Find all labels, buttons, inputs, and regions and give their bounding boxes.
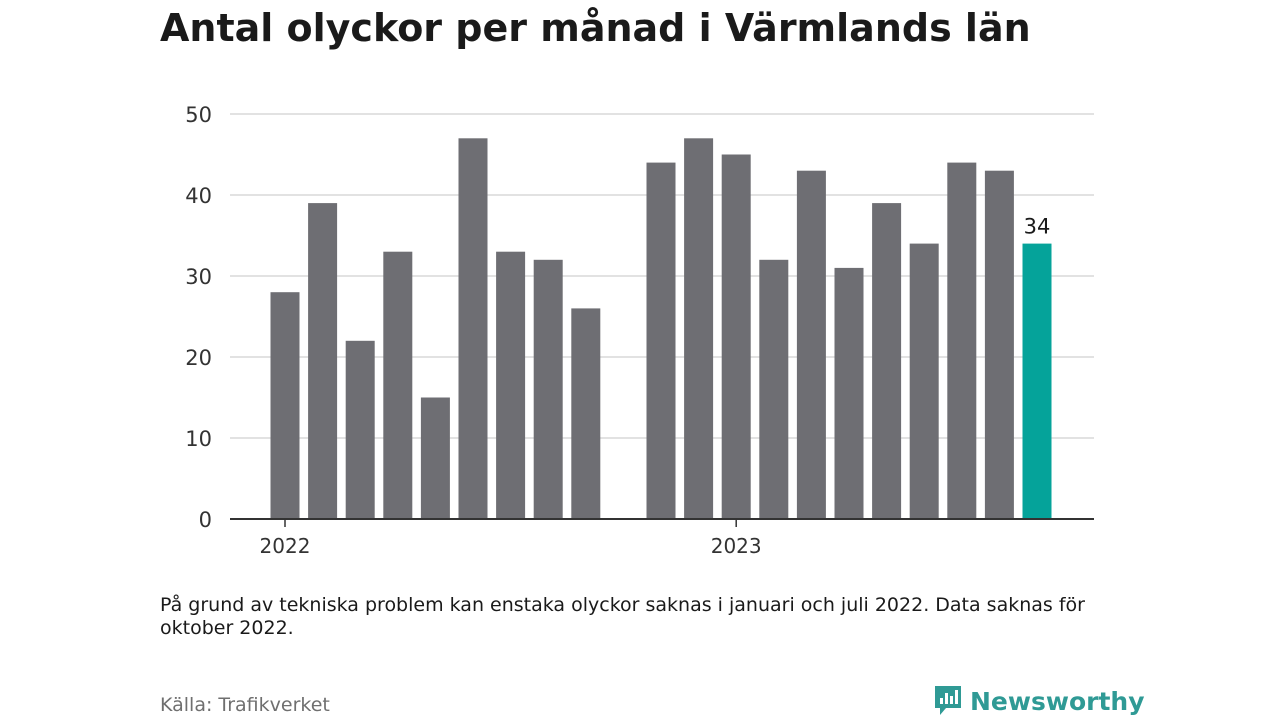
bar <box>496 251 526 519</box>
x-axis-year-labels: 2022 2023 <box>260 534 762 558</box>
y-tick-label: 40 <box>185 184 212 208</box>
bar <box>759 259 789 519</box>
y-axis-ticks: 0 10 20 30 40 50 <box>185 103 212 532</box>
bar <box>909 243 939 519</box>
chart-note: På grund av tekniska problem kan enstaka… <box>160 594 1085 639</box>
bar-highlighted <box>1022 243 1052 519</box>
y-tick-label: 20 <box>185 346 212 370</box>
bar <box>420 397 450 519</box>
x-tick-label: 2022 <box>260 534 311 558</box>
bar <box>345 340 375 519</box>
bar <box>533 259 563 519</box>
bar <box>646 162 676 519</box>
y-tick-label: 50 <box>185 103 212 127</box>
brand-logo[interactable]: Newsworthy <box>932 684 1145 718</box>
bar <box>684 138 714 520</box>
bar <box>796 170 826 519</box>
bars <box>270 138 1052 520</box>
chart-title: Antal olyckor per månad i Värmlands län <box>160 6 1031 50</box>
bar <box>872 203 902 519</box>
bar <box>270 292 300 519</box>
y-tick-label: 10 <box>185 427 212 451</box>
x-axis <box>230 518 1094 527</box>
source-credit: Källa: Trafikverket <box>160 694 330 716</box>
data-labels: 34 <box>1024 215 1051 239</box>
y-tick-label: 0 <box>199 508 212 532</box>
y-tick-label: 30 <box>185 265 212 289</box>
bar <box>571 308 601 519</box>
bar <box>383 251 413 519</box>
bar <box>834 267 864 519</box>
data-label: 34 <box>1024 215 1051 239</box>
bar <box>984 170 1014 519</box>
brand-name: Newsworthy <box>970 686 1145 716</box>
newsworthy-logo-icon <box>935 686 961 715</box>
bar <box>308 203 338 519</box>
x-tick-label: 2023 <box>711 534 762 558</box>
bar-chart: 0 10 20 30 40 50 2022 2023 34 <box>185 103 1094 558</box>
bar <box>947 162 977 519</box>
bar <box>721 154 751 519</box>
bar <box>458 138 488 520</box>
